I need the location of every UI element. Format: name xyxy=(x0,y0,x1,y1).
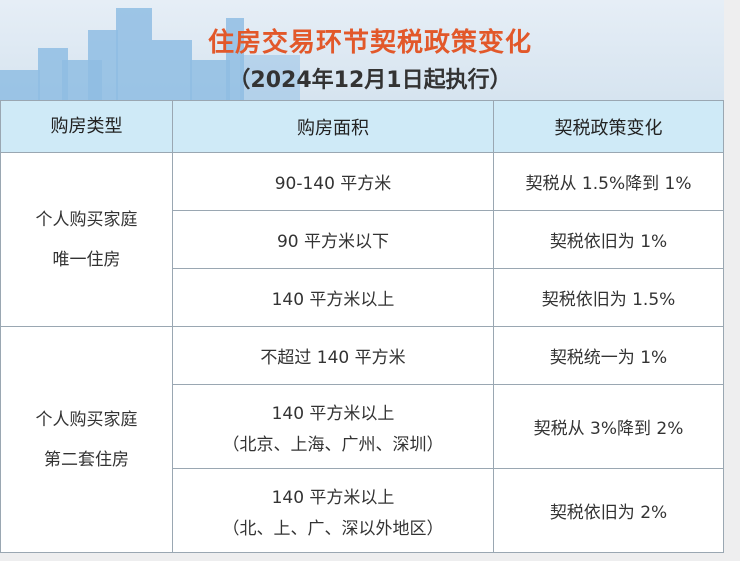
table-row: 140 平方米以上 （北、上、广、深以外地区） 契税依旧为 2% xyxy=(1,468,724,553)
header-type: 购房类型 xyxy=(0,100,173,153)
area-note: （北、上、广、深以外地区） xyxy=(222,518,444,539)
type-line: 第二套住房 xyxy=(44,449,129,470)
policy-cell: 契税从 1.5%降到 1% xyxy=(493,152,724,211)
area-cell: 90 平方米以下 xyxy=(172,210,494,269)
policy-cell: 契税从 3%降到 2% xyxy=(493,384,724,469)
header-policy: 契税政策变化 xyxy=(493,100,724,153)
area-line: 140 平方米以上 xyxy=(271,403,395,424)
area-cell: 不超过 140 平方米 xyxy=(172,326,494,385)
effective-date: （2024年12月1日起执行） xyxy=(228,68,512,93)
policy-cell: 契税依旧为 2% xyxy=(493,468,724,553)
area-cell: 90-140 平方米 xyxy=(172,152,494,211)
policy-cell: 契税依旧为 1% xyxy=(493,210,724,269)
area-cell: 140 平方米以上 xyxy=(172,268,494,327)
area-cell: 140 平方米以上 （北、上、广、深以外地区） xyxy=(172,468,494,553)
table-row: 个人购买家庭 唯一住房 90-140 平方米 契税从 1.5%降到 1% xyxy=(0,152,724,327)
table-row: 90 平方米以下 契税依旧为 1% xyxy=(1,210,724,269)
area-cell: 140 平方米以上 （北京、上海、广州、深圳） xyxy=(172,384,494,469)
tax-policy-table: 购房类型 购房面积 契税政策变化 个人购买家庭 唯一住房 90-140 平方米 契… xyxy=(0,100,724,553)
type-line: 个人购买家庭 xyxy=(35,409,138,430)
type-cell: 个人购买家庭 唯一住房 xyxy=(0,152,173,327)
header-area: 购房面积 xyxy=(172,100,494,153)
header-banner: 住房交易环节契税政策变化 （2024年12月1日起执行） xyxy=(0,0,724,100)
table-row: 个人购买家庭 第二套住房 不超过 140 平方米 契税统一为 1% xyxy=(0,326,724,553)
type-line: 个人购买家庭 xyxy=(35,209,138,230)
policy-cell: 契税统一为 1% xyxy=(493,326,724,385)
type-cell: 个人购买家庭 第二套住房 xyxy=(0,326,173,553)
page-title: 住房交易环节契税政策变化 xyxy=(207,28,532,58)
table-row: 140 平方米以上 契税依旧为 1.5% xyxy=(1,268,724,327)
table-header-row: 购房类型 购房面积 契税政策变化 xyxy=(0,100,724,153)
type-line: 唯一住房 xyxy=(52,249,121,270)
area-line: 140 平方米以上 xyxy=(271,487,395,508)
area-note: （北京、上海、广州、深圳） xyxy=(222,434,444,455)
policy-cell: 契税依旧为 1.5% xyxy=(493,268,724,327)
